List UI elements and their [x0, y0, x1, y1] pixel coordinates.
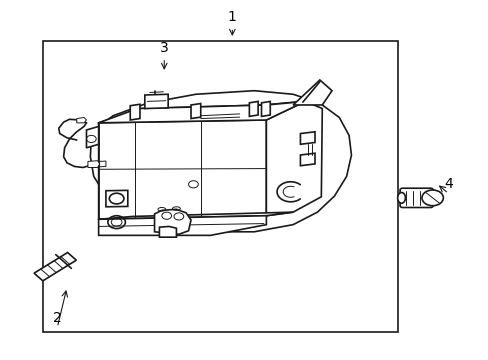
Polygon shape [266, 102, 322, 216]
Polygon shape [130, 104, 140, 120]
Polygon shape [144, 94, 168, 109]
Polygon shape [300, 132, 314, 144]
Polygon shape [249, 102, 258, 116]
Polygon shape [154, 209, 191, 234]
Polygon shape [191, 104, 201, 118]
Polygon shape [90, 91, 351, 232]
Ellipse shape [397, 193, 405, 203]
Polygon shape [300, 153, 314, 166]
Text: 1: 1 [227, 10, 236, 24]
Polygon shape [99, 120, 266, 219]
Polygon shape [100, 161, 106, 167]
Polygon shape [159, 226, 176, 237]
Polygon shape [34, 252, 76, 281]
Polygon shape [77, 117, 86, 123]
Polygon shape [106, 190, 127, 207]
Circle shape [421, 190, 443, 206]
Bar [42, 41, 397, 332]
Polygon shape [99, 212, 292, 219]
FancyBboxPatch shape [399, 188, 432, 207]
Polygon shape [99, 216, 266, 235]
Text: 2: 2 [53, 311, 61, 324]
Text: 4: 4 [444, 176, 452, 190]
Polygon shape [261, 102, 270, 116]
Polygon shape [86, 126, 99, 148]
Polygon shape [99, 102, 305, 123]
Polygon shape [99, 102, 319, 123]
Polygon shape [88, 161, 100, 167]
Polygon shape [292, 80, 331, 105]
Text: 3: 3 [160, 41, 168, 55]
